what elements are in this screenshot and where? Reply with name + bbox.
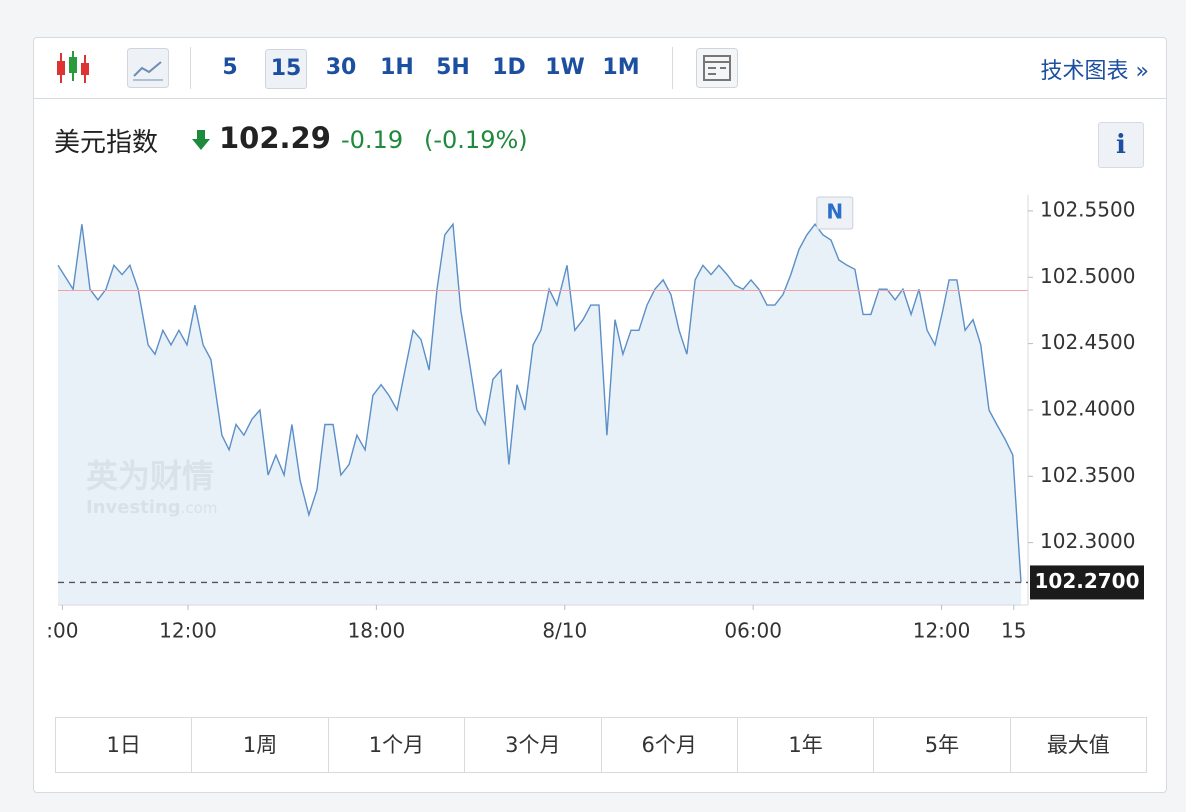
interval-button[interactable]: 1H (380, 55, 414, 80)
x-tick-label: 8/10 (542, 619, 587, 643)
chart: 英为财情Investing.com102.3000102.3500102.400… (46, 195, 1144, 643)
line (57, 222, 1022, 583)
x-tick-label: 15 (1001, 619, 1026, 643)
y-tick-label: 102.5000 (1040, 264, 1135, 288)
candlestick-icon[interactable] (53, 49, 93, 89)
price: 102.29 (219, 121, 331, 155)
y-tick-label: 102.4000 (1040, 396, 1135, 420)
x-tick-label: 18:00 (348, 619, 406, 643)
y-tick-label: 102.4500 (1040, 330, 1135, 354)
link-arrow[interactable]: » (1135, 59, 1149, 84)
layout-icon[interactable] (696, 48, 738, 88)
range-button[interactable]: 1个月 (327, 718, 464, 772)
info-button[interactable]: i (1098, 122, 1144, 168)
interval-button[interactable]: 1M (602, 55, 640, 80)
change-percent: (-0.19%) (424, 126, 528, 154)
x-tick-label: 06:00 (724, 619, 782, 643)
link-text[interactable]: 技术图表 (1040, 59, 1129, 84)
range-button[interactable]: 1日 (106, 733, 141, 757)
x-tick-label: 12:00 (159, 619, 217, 643)
y-tick-label: 102.5500 (1040, 197, 1135, 221)
y-tick-label: 102.3500 (1040, 463, 1135, 487)
x-tick-label: 12:00 (913, 619, 971, 643)
interval-button[interactable]: 1W (545, 55, 585, 80)
x-tick-label: :00 (46, 619, 78, 643)
interval-button[interactable]: 5 (222, 55, 238, 80)
last-price-box (1030, 565, 1144, 600)
separator (672, 47, 673, 89)
range-button[interactable]: 1周 (191, 718, 327, 772)
interval-button[interactable]: 1D (492, 55, 526, 80)
news-flag (816, 196, 854, 230)
range-button[interactable]: 1年 (736, 718, 873, 772)
toolbar: 技术图表 » 5 15 30 1H 5H 1D 1W 1M (33, 37, 1167, 99)
separator (190, 47, 191, 89)
range-button[interactable]: 6个月 (600, 718, 737, 772)
y-tick-label: 102.3000 (1040, 529, 1135, 553)
instrument-name: 美元指数 (54, 128, 159, 158)
range-button[interactable]: 3个月 (464, 718, 600, 772)
technical-chart-link[interactable]: 技术图表 » (1041, 53, 1149, 85)
down-arrow (192, 130, 210, 150)
range-button[interactable]: 最大值 (1009, 718, 1146, 772)
range-button[interactable]: 5年 (873, 718, 1009, 772)
line-chart-icon[interactable] (127, 48, 169, 88)
last-price-label: 102.2700 (1034, 569, 1139, 593)
interval-button[interactable]: 5H (436, 55, 470, 80)
change: -0.19 (341, 126, 404, 154)
interval-button[interactable]: 30 (325, 55, 357, 80)
range-selector: 1日 1周 1个月 3个月 6个月 1年 5年 最大值 (55, 717, 1147, 773)
area (58, 224, 1021, 605)
interval-button[interactable]: 15 (265, 49, 307, 89)
news-flag-label: N (826, 200, 843, 224)
